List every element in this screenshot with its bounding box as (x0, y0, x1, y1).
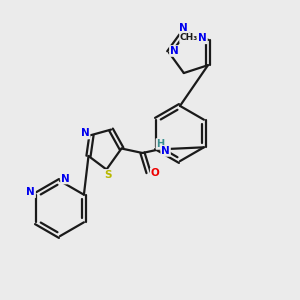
Text: N: N (80, 128, 89, 139)
Text: N: N (170, 46, 179, 56)
Text: N: N (61, 173, 70, 184)
Text: O: O (151, 168, 160, 178)
Text: S: S (104, 170, 112, 180)
Text: N: N (26, 187, 35, 197)
Text: N: N (161, 146, 170, 156)
Text: N: N (198, 33, 207, 43)
Text: CH₃: CH₃ (180, 33, 198, 42)
Text: N: N (179, 23, 188, 33)
Text: H: H (156, 139, 165, 149)
